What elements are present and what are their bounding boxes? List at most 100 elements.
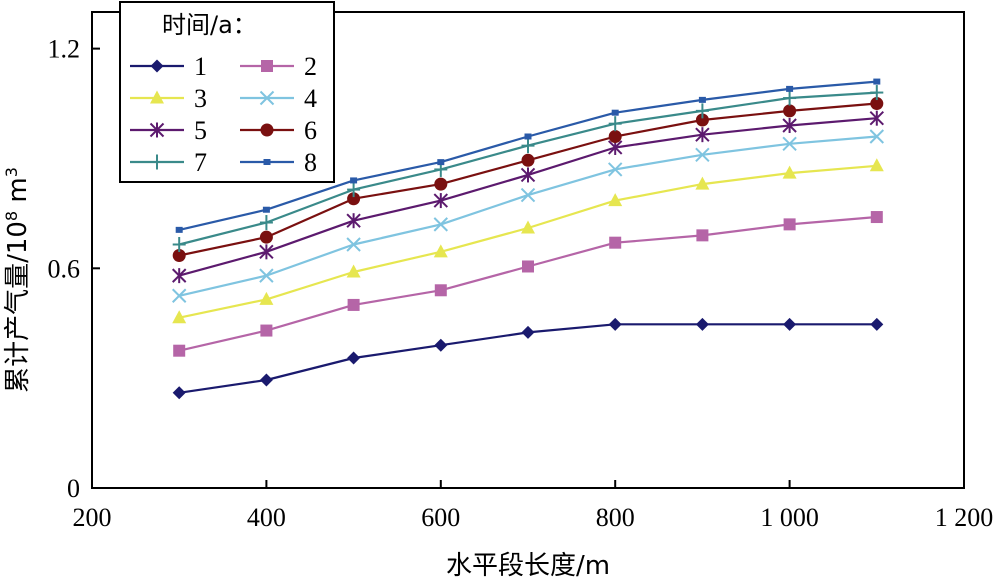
y-tick-label: 0 bbox=[67, 474, 80, 503]
data-point bbox=[783, 218, 796, 231]
legend: 时间/a： 1 2 3 4 5 6 7 8 bbox=[119, 1, 335, 183]
data-point bbox=[783, 317, 797, 331]
data-point bbox=[259, 291, 274, 305]
legend-items: 1 2 3 4 5 6 7 8 bbox=[130, 52, 317, 177]
series-7 bbox=[172, 85, 884, 253]
series-6 bbox=[172, 97, 884, 262]
x-axis-title: 水平段长度/m bbox=[446, 551, 610, 580]
x-tick-label: 1 000 bbox=[760, 503, 819, 532]
data-point bbox=[520, 187, 536, 203]
data-point bbox=[172, 237, 186, 253]
data-point bbox=[870, 211, 883, 224]
data-point bbox=[259, 373, 273, 387]
data-point bbox=[347, 298, 360, 311]
data-point bbox=[346, 264, 361, 278]
data-point bbox=[172, 248, 186, 262]
x-tick-label: 600 bbox=[421, 503, 460, 532]
legend-marker bbox=[261, 60, 273, 72]
legend-label: 6 bbox=[304, 116, 317, 145]
legend-label: 1 bbox=[194, 52, 207, 81]
data-point bbox=[695, 317, 709, 331]
data-point bbox=[347, 192, 361, 206]
data-point bbox=[434, 177, 448, 191]
data-point bbox=[783, 90, 797, 106]
series-group bbox=[171, 78, 885, 400]
data-point bbox=[786, 85, 794, 92]
legend-box bbox=[119, 1, 335, 183]
legend-item-4: 4 bbox=[240, 84, 317, 113]
series-line-3 bbox=[178, 164, 877, 319]
data-point bbox=[521, 138, 535, 154]
series-8 bbox=[175, 78, 881, 233]
legend-marker bbox=[263, 159, 271, 165]
data-point bbox=[259, 215, 273, 231]
legend-item-8: 8 bbox=[240, 148, 317, 177]
legend-marker bbox=[150, 59, 164, 73]
data-point bbox=[259, 244, 274, 260]
data-point bbox=[609, 236, 622, 249]
legend-marker bbox=[260, 123, 274, 137]
tick-group: 200 400 600 800 1 000 1 200 0 0.6 1.2 bbox=[48, 35, 994, 532]
legend-item-3: 3 bbox=[130, 84, 207, 113]
axes bbox=[91, 11, 965, 489]
data-point bbox=[259, 268, 274, 283]
legend-item-5: 5 bbox=[130, 116, 207, 145]
data-point bbox=[696, 229, 709, 242]
data-point bbox=[869, 110, 885, 126]
series-2 bbox=[173, 211, 883, 357]
series-3 bbox=[172, 158, 884, 324]
data-point bbox=[607, 162, 623, 177]
data-point bbox=[695, 127, 710, 143]
data-point bbox=[608, 116, 622, 132]
legend-label: 8 bbox=[304, 148, 317, 177]
data-point bbox=[698, 96, 706, 103]
data-point bbox=[347, 182, 361, 198]
data-point bbox=[522, 260, 534, 273]
legend-label: 4 bbox=[304, 84, 317, 113]
data-point bbox=[172, 310, 187, 324]
y-axis-title-exp: 8 bbox=[2, 211, 21, 221]
data-point bbox=[433, 217, 449, 232]
data-point bbox=[262, 206, 270, 213]
data-point bbox=[873, 78, 881, 85]
legend-item-6: 6 bbox=[240, 116, 317, 145]
data-point bbox=[521, 220, 535, 234]
data-point bbox=[346, 237, 361, 252]
data-point bbox=[782, 118, 797, 134]
data-point bbox=[782, 165, 797, 179]
data-point bbox=[695, 113, 709, 127]
data-point bbox=[695, 103, 709, 119]
data-point bbox=[870, 97, 884, 111]
data-point bbox=[520, 167, 536, 183]
legend-item-7: 7 bbox=[130, 148, 207, 177]
data-point bbox=[608, 193, 623, 207]
data-point bbox=[260, 324, 273, 337]
legend-title: 时间/a： bbox=[162, 11, 257, 39]
legend-marker bbox=[150, 154, 164, 170]
legend-label: 2 bbox=[304, 52, 317, 81]
data-point bbox=[347, 351, 361, 365]
y-axis-title-unit: m bbox=[3, 177, 33, 211]
y-tick-label: 1.2 bbox=[48, 35, 81, 64]
legend-label: 7 bbox=[194, 148, 207, 177]
legend-item-2: 2 bbox=[240, 52, 317, 81]
data-point bbox=[346, 213, 361, 229]
data-point bbox=[782, 136, 797, 152]
y-tick-label: 0.6 bbox=[48, 254, 81, 283]
data-point bbox=[173, 344, 186, 357]
series-1 bbox=[172, 317, 884, 400]
data-point bbox=[259, 230, 273, 244]
data-point bbox=[437, 159, 445, 166]
legend-label: 5 bbox=[194, 116, 207, 145]
y-axis-title: 累计产气量/108 m3 bbox=[2, 167, 34, 393]
x-tick-label: 800 bbox=[596, 503, 635, 532]
data-point bbox=[433, 244, 448, 258]
data-point bbox=[434, 284, 447, 297]
series-4 bbox=[171, 129, 885, 303]
data-point bbox=[350, 177, 358, 184]
y-axis-title-unit-exp: 3 bbox=[2, 167, 21, 177]
series-5 bbox=[171, 110, 885, 284]
data-point bbox=[695, 176, 710, 190]
data-point bbox=[869, 129, 885, 144]
